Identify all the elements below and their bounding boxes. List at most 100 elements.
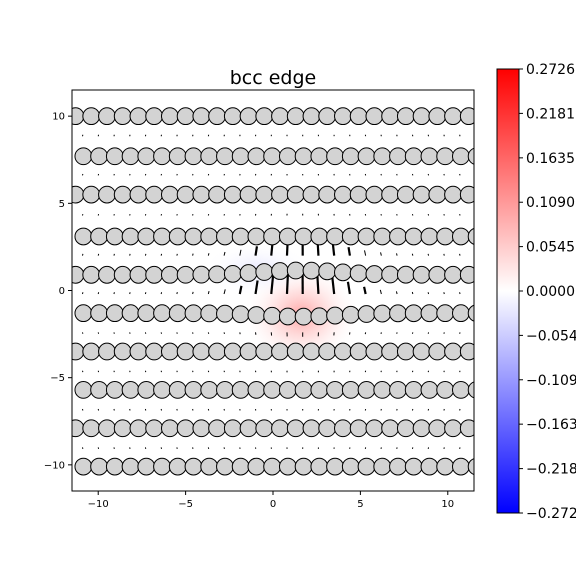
- atom: [271, 107, 289, 126]
- atom: [105, 380, 124, 399]
- atom: [184, 227, 203, 246]
- atom: [129, 419, 148, 438]
- colorbar-tick-label: 0.1635: [526, 151, 575, 167]
- atom: [239, 264, 258, 282]
- atom: [145, 342, 164, 361]
- atom: [436, 227, 455, 246]
- atom: [326, 457, 344, 476]
- atom: [247, 147, 266, 166]
- atom: [278, 380, 297, 399]
- atom: [310, 307, 329, 326]
- atom: [82, 185, 101, 204]
- colorbar-tick-label: −0.1090: [526, 373, 576, 389]
- atom: [318, 185, 337, 204]
- atom: [231, 305, 250, 324]
- atom: [223, 419, 242, 438]
- atom: [389, 457, 407, 476]
- atom: [153, 147, 171, 166]
- atom: [113, 342, 132, 361]
- atom: [192, 185, 211, 204]
- y-tick-label: 5: [59, 199, 65, 210]
- atom: [341, 147, 360, 166]
- atom: [208, 107, 226, 126]
- atom: [200, 380, 219, 399]
- atom: [452, 457, 470, 476]
- atom: [334, 419, 352, 438]
- atom: [184, 147, 203, 166]
- atom: [428, 419, 447, 438]
- atom: [467, 381, 474, 399]
- atom: [90, 227, 108, 246]
- x-tick-label: −5: [178, 499, 193, 510]
- atom: [396, 107, 415, 126]
- atom: [168, 457, 187, 476]
- atom: [105, 227, 124, 246]
- atom: [334, 263, 352, 282]
- atom: [223, 264, 242, 283]
- atom: [444, 185, 462, 204]
- atom: [208, 342, 226, 361]
- atom: [310, 380, 329, 399]
- y-tick-label: 10: [52, 112, 65, 123]
- colorbar-tick-label: 0.2726: [526, 62, 575, 78]
- atom: [98, 419, 116, 438]
- displacement-arrow: [347, 247, 351, 256]
- atom: [168, 380, 187, 399]
- atom: [349, 264, 368, 283]
- atom: [121, 457, 140, 476]
- atom: [396, 265, 415, 284]
- displacement-arrow: [395, 291, 398, 295]
- atom: [98, 185, 116, 204]
- atom: [467, 227, 474, 245]
- atom: [459, 265, 474, 284]
- atom: [396, 419, 415, 438]
- atom: [373, 147, 392, 166]
- colorbar-tick-label: −0.1635: [526, 417, 576, 433]
- atom: [286, 342, 305, 361]
- atom: [310, 457, 329, 476]
- y-tick-label: −10: [44, 460, 65, 471]
- x-tick-label: −10: [88, 499, 109, 510]
- atom: [145, 185, 164, 204]
- atom: [459, 342, 474, 361]
- atom: [168, 304, 187, 323]
- atom: [412, 419, 431, 438]
- atom: [74, 457, 93, 476]
- y-axis-ticks: −10 −5 0 5 10: [44, 112, 72, 471]
- atom: [82, 265, 101, 284]
- atom: [168, 227, 187, 246]
- atom: [121, 227, 140, 246]
- atom: [255, 185, 274, 204]
- displacement-arrow: [346, 281, 351, 295]
- atom: [294, 147, 313, 166]
- atom: [389, 147, 407, 166]
- atom: [255, 419, 274, 438]
- atom: [105, 304, 124, 323]
- atom: [349, 185, 368, 204]
- atom: [286, 419, 305, 438]
- atom: [72, 342, 85, 361]
- colorbar-tick-label: 0.1090: [526, 195, 575, 211]
- atom: [90, 304, 108, 323]
- atom: [334, 107, 352, 126]
- atom: [341, 380, 360, 399]
- atom: [428, 265, 447, 284]
- atom: [160, 107, 179, 126]
- atom: [271, 342, 289, 361]
- displacement-arrow: [270, 274, 275, 295]
- atom: [113, 419, 132, 438]
- atom: [452, 227, 470, 246]
- atom: [381, 342, 399, 361]
- atom: [341, 457, 360, 476]
- atom: [436, 147, 455, 166]
- atom: [286, 107, 305, 126]
- atom: [444, 265, 462, 284]
- atom: [365, 419, 384, 438]
- x-axis-ticks: −10 −5 0 5 10: [88, 491, 454, 510]
- atom: [365, 185, 384, 204]
- atom: [452, 147, 470, 166]
- atom: [357, 305, 376, 323]
- atom: [286, 261, 305, 280]
- atom: [216, 227, 234, 246]
- atom: [310, 147, 329, 166]
